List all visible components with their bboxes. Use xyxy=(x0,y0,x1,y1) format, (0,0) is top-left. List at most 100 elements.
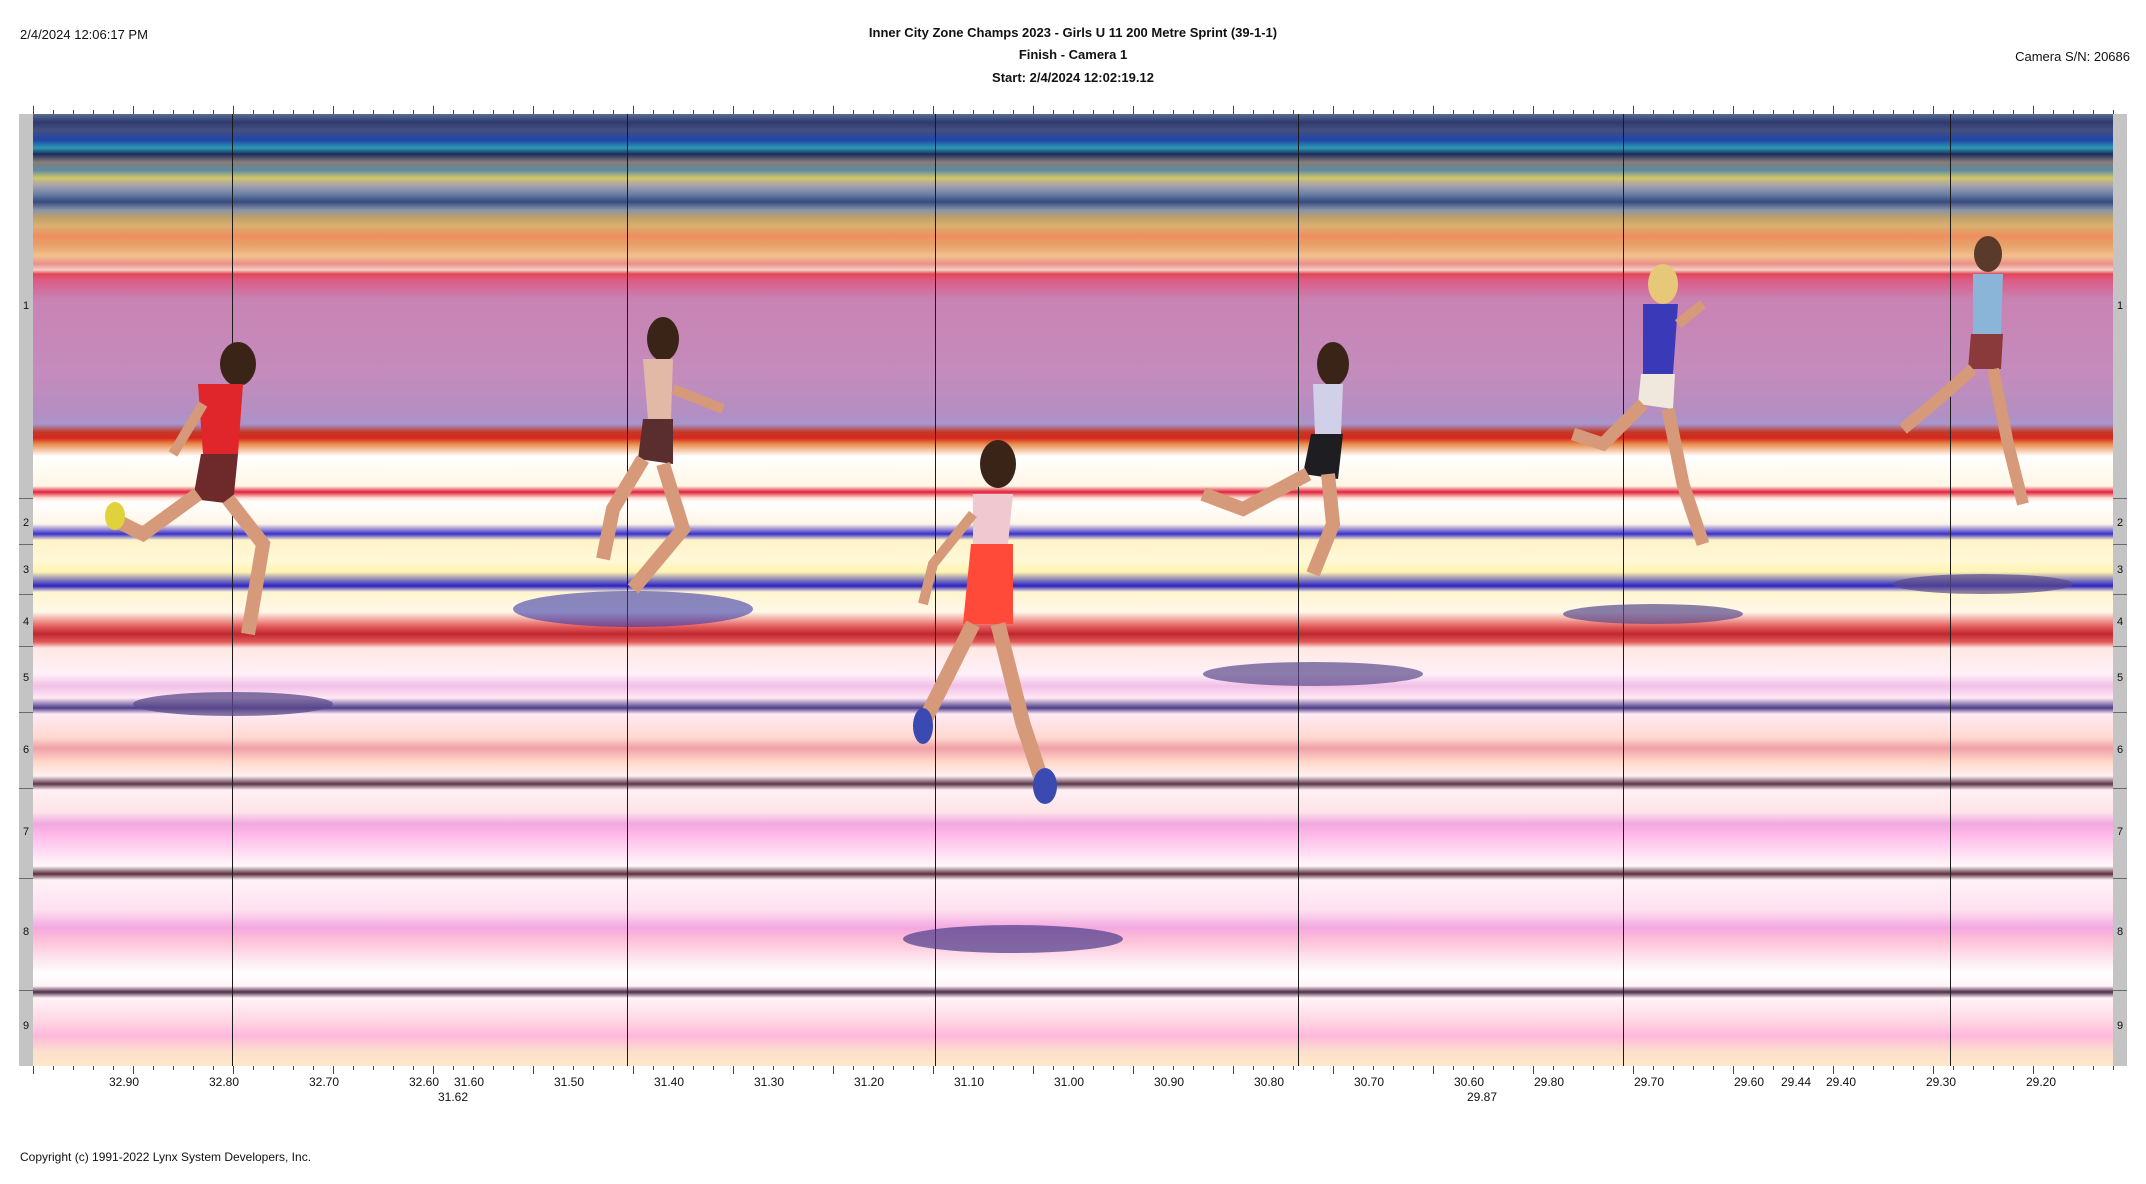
scale-tick xyxy=(533,1066,534,1074)
scale-tick xyxy=(913,110,914,114)
scale-tick xyxy=(1293,110,1294,114)
scale-tick xyxy=(1853,1066,1854,1070)
scale-tick xyxy=(1653,1066,1654,1070)
scale-tick xyxy=(1373,110,1374,114)
scale-tick xyxy=(1733,1066,1734,1074)
scale-tick xyxy=(833,106,834,114)
finish-cursor-line[interactable] xyxy=(1623,114,1624,1066)
scale-tick xyxy=(553,1066,554,1070)
scale-tick xyxy=(1013,110,1014,114)
scale-tick xyxy=(1753,1066,1754,1070)
time-label: 32.80 xyxy=(208,1075,240,1089)
lane-divider-tick xyxy=(19,990,33,991)
scale-tick xyxy=(1153,110,1154,114)
scale-tick xyxy=(1253,110,1254,114)
scale-tick xyxy=(1473,110,1474,114)
scale-tick xyxy=(333,106,334,114)
scale-tick xyxy=(1493,110,1494,114)
lane-number-7: 7 xyxy=(2116,826,2124,838)
scale-tick xyxy=(1033,106,1034,114)
scale-tick xyxy=(1833,106,1834,114)
scale-tick xyxy=(953,1066,954,1070)
scale-tick xyxy=(1433,106,1434,114)
scale-tick xyxy=(2093,110,2094,114)
scale-tick xyxy=(1053,110,1054,114)
scale-tick xyxy=(33,106,34,114)
scale-tick xyxy=(73,110,74,114)
time-label: 31.00 xyxy=(1053,1075,1085,1089)
athlete-red-singlet xyxy=(105,342,333,716)
lane-number-5: 5 xyxy=(2116,672,2124,684)
time-label: 29.60 xyxy=(1733,1075,1765,1089)
finish-cursor-line[interactable] xyxy=(935,114,936,1066)
finish-cursor-line[interactable] xyxy=(627,114,628,1066)
scale-tick xyxy=(793,110,794,114)
scale-tick xyxy=(213,110,214,114)
athlete-lead-runner xyxy=(1893,236,2073,594)
scale-tick xyxy=(1013,1066,1014,1070)
scale-tick xyxy=(1713,110,1714,114)
time-label: 31.30 xyxy=(753,1075,785,1089)
scale-tick xyxy=(93,1066,94,1070)
scale-tick xyxy=(1133,106,1134,114)
scale-tick xyxy=(1993,1066,1994,1070)
scale-tick xyxy=(2073,1066,2074,1070)
scale-tick xyxy=(53,110,54,114)
scale-tick xyxy=(1693,1066,1694,1070)
scale-tick xyxy=(1373,1066,1374,1070)
scale-tick xyxy=(793,1066,794,1070)
scale-tick xyxy=(1113,110,1114,114)
scale-tick xyxy=(1813,110,1814,114)
scale-tick xyxy=(1233,1066,1234,1074)
scale-tick xyxy=(413,110,414,114)
scale-tick xyxy=(1773,1066,1774,1070)
time-label: 29.40 xyxy=(1825,1075,1857,1089)
scale-tick xyxy=(313,110,314,114)
scale-tick xyxy=(1093,1066,1094,1070)
finish-cursor-line[interactable] xyxy=(1298,114,1299,1066)
scale-tick xyxy=(1453,110,1454,114)
scale-tick xyxy=(33,1066,34,1074)
photo-finish-image[interactable] xyxy=(33,114,2113,1066)
scale-tick xyxy=(1633,106,1634,114)
lane-number-4: 4 xyxy=(2116,616,2124,628)
scale-tick xyxy=(813,1066,814,1070)
scale-tick xyxy=(333,1066,334,1074)
scale-tick xyxy=(1093,110,1094,114)
camera-serial-number: Camera S/N: 20686 xyxy=(2015,49,2130,64)
scale-tick xyxy=(1053,1066,1054,1070)
scale-tick xyxy=(873,110,874,114)
scale-tick xyxy=(513,110,514,114)
time-label: 31.50 xyxy=(553,1075,585,1089)
scale-tick xyxy=(1133,1066,1134,1074)
scale-tick xyxy=(1573,1066,1574,1070)
scale-tick xyxy=(1333,1066,1334,1074)
lane-divider-tick xyxy=(2113,990,2127,991)
finish-cursor-time-label: 29.87 xyxy=(1466,1090,1498,1104)
scale-tick xyxy=(1873,110,1874,114)
scale-tick xyxy=(313,1066,314,1070)
scale-tick xyxy=(833,1066,834,1074)
finish-cursor-line[interactable] xyxy=(232,114,233,1066)
lane-divider-tick xyxy=(19,498,33,499)
scale-tick xyxy=(1473,1066,1474,1070)
time-label: 30.70 xyxy=(1353,1075,1385,1089)
scale-tick xyxy=(293,110,294,114)
lane-number-1: 1 xyxy=(22,300,30,312)
scale-tick xyxy=(993,1066,994,1070)
scale-tick xyxy=(1673,1066,1674,1070)
copyright-notice: Copyright (c) 1991-2022 Lynx System Deve… xyxy=(20,1150,312,1164)
scale-tick xyxy=(1553,110,1554,114)
scale-tick xyxy=(1733,106,1734,114)
scale-tick xyxy=(1613,110,1614,114)
time-label: 31.20 xyxy=(853,1075,885,1089)
scale-tick xyxy=(353,1066,354,1070)
lane-number-6: 6 xyxy=(22,744,30,756)
scale-tick xyxy=(1693,110,1694,114)
scale-tick xyxy=(693,110,694,114)
finish-cursor-time-label: 31.62 xyxy=(437,1090,469,1104)
lane-bar-right: 1 2 3 4 5 6 7 8 9 xyxy=(2113,114,2127,1066)
athlete-lane-3 xyxy=(513,317,753,627)
scale-tick xyxy=(1213,1066,1214,1070)
scale-tick xyxy=(213,1066,214,1070)
